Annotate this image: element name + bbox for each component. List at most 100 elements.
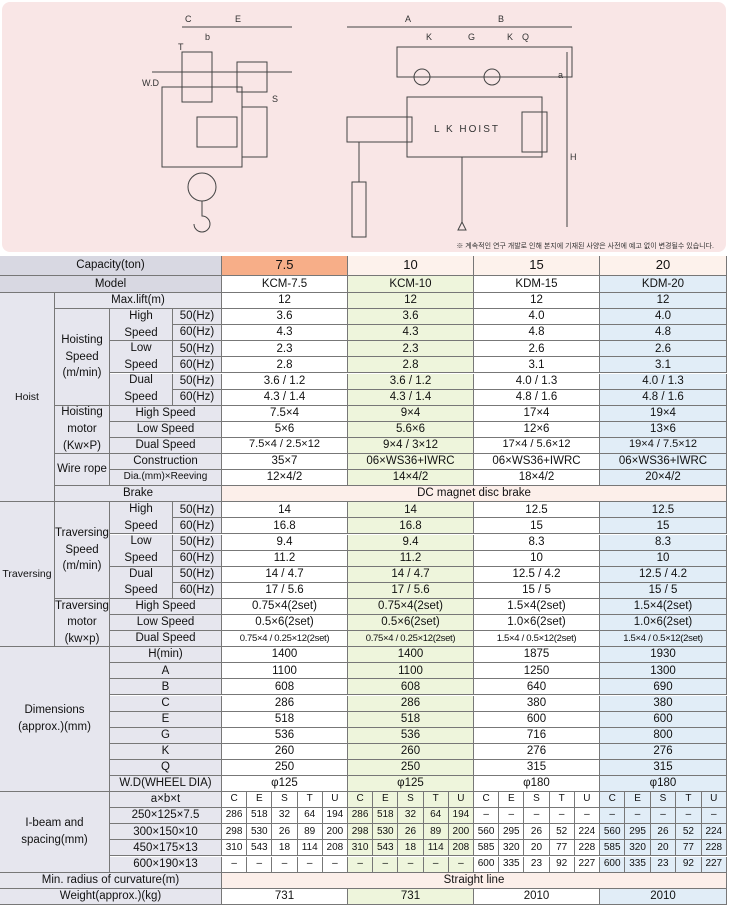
- value-cell: 4.3 / 1.4: [348, 389, 474, 406]
- ibeam-cell: 335: [625, 856, 651, 873]
- value-cell: 15 / 5: [474, 582, 600, 599]
- value-cell: 4.3: [348, 325, 474, 342]
- ibeam-cell: –: [524, 808, 550, 825]
- row-label: 60(Hz): [173, 389, 222, 406]
- value-cell: 1100: [348, 663, 474, 680]
- value-cell: 1875: [474, 647, 600, 664]
- ibeam-cell: 295: [499, 824, 525, 841]
- ibeam-cell: 92: [549, 856, 575, 873]
- value-cell: 14: [222, 502, 348, 519]
- value-cell: 1400: [222, 647, 348, 664]
- value-cell: 4.0: [474, 309, 600, 326]
- ibeam-cell: –: [247, 856, 273, 873]
- ibeam-cell: 585: [474, 840, 500, 857]
- value-cell: 14×4/2: [348, 470, 474, 487]
- row-label: Traversing motor (kw×p): [55, 598, 110, 648]
- ibeam-cell: S: [524, 792, 550, 809]
- row-label: a×b×t: [110, 792, 222, 809]
- row-label: 50(Hz): [173, 566, 222, 583]
- ibeam-cell: 114: [297, 840, 323, 857]
- drawing-label: B: [498, 14, 505, 24]
- value-cell: 13×6: [600, 421, 727, 438]
- ibeam-cell: 52: [676, 824, 702, 841]
- drawing-label: L K HOIST: [434, 124, 500, 135]
- value-cell: KCM-7.5: [222, 276, 348, 293]
- ibeam-cell: –: [600, 808, 626, 825]
- ibeam-cell: E: [373, 792, 399, 809]
- value-cell: 10: [474, 550, 600, 567]
- value-cell: 250: [348, 759, 474, 776]
- row-label: K: [110, 743, 222, 760]
- ibeam-cell: –: [348, 856, 374, 873]
- drawing-label: Q: [522, 32, 530, 42]
- ibeam-cell: 227: [701, 856, 727, 873]
- value-cell: 12: [222, 293, 348, 310]
- value-cell: 12.5 / 4.2: [600, 566, 727, 583]
- value-cell: 4.3: [222, 325, 348, 342]
- drawing-label: b: [205, 32, 211, 42]
- row-label: High Speed: [110, 405, 222, 422]
- value-cell: 11.2: [222, 550, 348, 567]
- value-cell: φ125: [222, 776, 348, 793]
- value-cell: 690: [600, 679, 727, 696]
- ibeam-cell: 208: [448, 840, 474, 857]
- ibeam-cell: 26: [524, 824, 550, 841]
- row-label: H(min): [110, 647, 222, 664]
- value-cell: 8.3: [600, 534, 727, 551]
- value-cell: 0.5×6(2set): [348, 615, 474, 632]
- value-cell: 315: [600, 759, 727, 776]
- ibeam-cell: 23: [524, 856, 550, 873]
- value-cell: 12×4/2: [222, 470, 348, 487]
- value-cell: Straight line: [222, 872, 727, 889]
- value-cell: 16.8: [348, 518, 474, 535]
- ibeam-cell: 310: [348, 840, 374, 857]
- row-label: Capacity(ton): [0, 256, 222, 276]
- ibeam-cell: 228: [701, 840, 727, 857]
- value-cell: 10: [600, 550, 727, 567]
- ibeam-cell: –: [448, 856, 474, 873]
- value-cell: 608: [222, 679, 348, 696]
- ibeam-cell: 26: [650, 824, 677, 841]
- ibeam-cell: 89: [297, 824, 323, 841]
- ibeam-cell: –: [222, 856, 248, 873]
- value-cell: 4.0 / 1.3: [474, 373, 600, 390]
- row-label: High Speed: [110, 309, 173, 342]
- ibeam-cell: –: [701, 808, 727, 825]
- row-label: Max.lift(m): [55, 293, 222, 310]
- drawing-label: G: [468, 32, 476, 42]
- value-cell: 260: [348, 743, 474, 760]
- row-label: B: [110, 679, 222, 696]
- row-label: 60(Hz): [173, 357, 222, 374]
- value-cell: 9×4: [348, 405, 474, 422]
- value-cell: 2010: [600, 888, 727, 905]
- ibeam-cell: 320: [625, 840, 651, 857]
- value-cell: 5×6: [222, 421, 348, 438]
- drawing-label: A: [405, 14, 412, 24]
- value-cell: 14 / 4.7: [222, 566, 348, 583]
- value-cell: 640: [474, 679, 600, 696]
- ibeam-cell: 208: [322, 840, 348, 857]
- ibeam-cell: 320: [499, 840, 525, 857]
- value-cell: 4.8: [600, 325, 727, 342]
- row-label: 300×150×10: [110, 824, 222, 841]
- value-cell: 2010: [474, 888, 600, 905]
- value-cell: φ180: [600, 776, 727, 793]
- value-cell: 0.75×4(2set): [348, 598, 474, 615]
- value-cell: 4.8 / 1.6: [474, 389, 600, 406]
- drawing-label: C: [185, 14, 192, 24]
- value-cell: 1930: [600, 647, 727, 664]
- ibeam-cell: 77: [676, 840, 702, 857]
- drawing-label: W.D: [142, 78, 159, 88]
- drawing-label: H: [570, 152, 577, 162]
- ibeam-cell: S: [398, 792, 424, 809]
- value-cell: 12.5: [600, 502, 727, 519]
- value-cell: 1400: [348, 647, 474, 664]
- row-label: Dual Speed: [110, 631, 222, 648]
- row-label: Wire rope: [55, 454, 110, 487]
- value-cell: 35×7: [222, 454, 348, 471]
- ibeam-cell: S: [650, 792, 677, 809]
- value-cell: 20×4/2: [600, 470, 727, 487]
- value-cell: 17 / 5.6: [348, 582, 474, 599]
- ibeam-cell: 600: [600, 856, 626, 873]
